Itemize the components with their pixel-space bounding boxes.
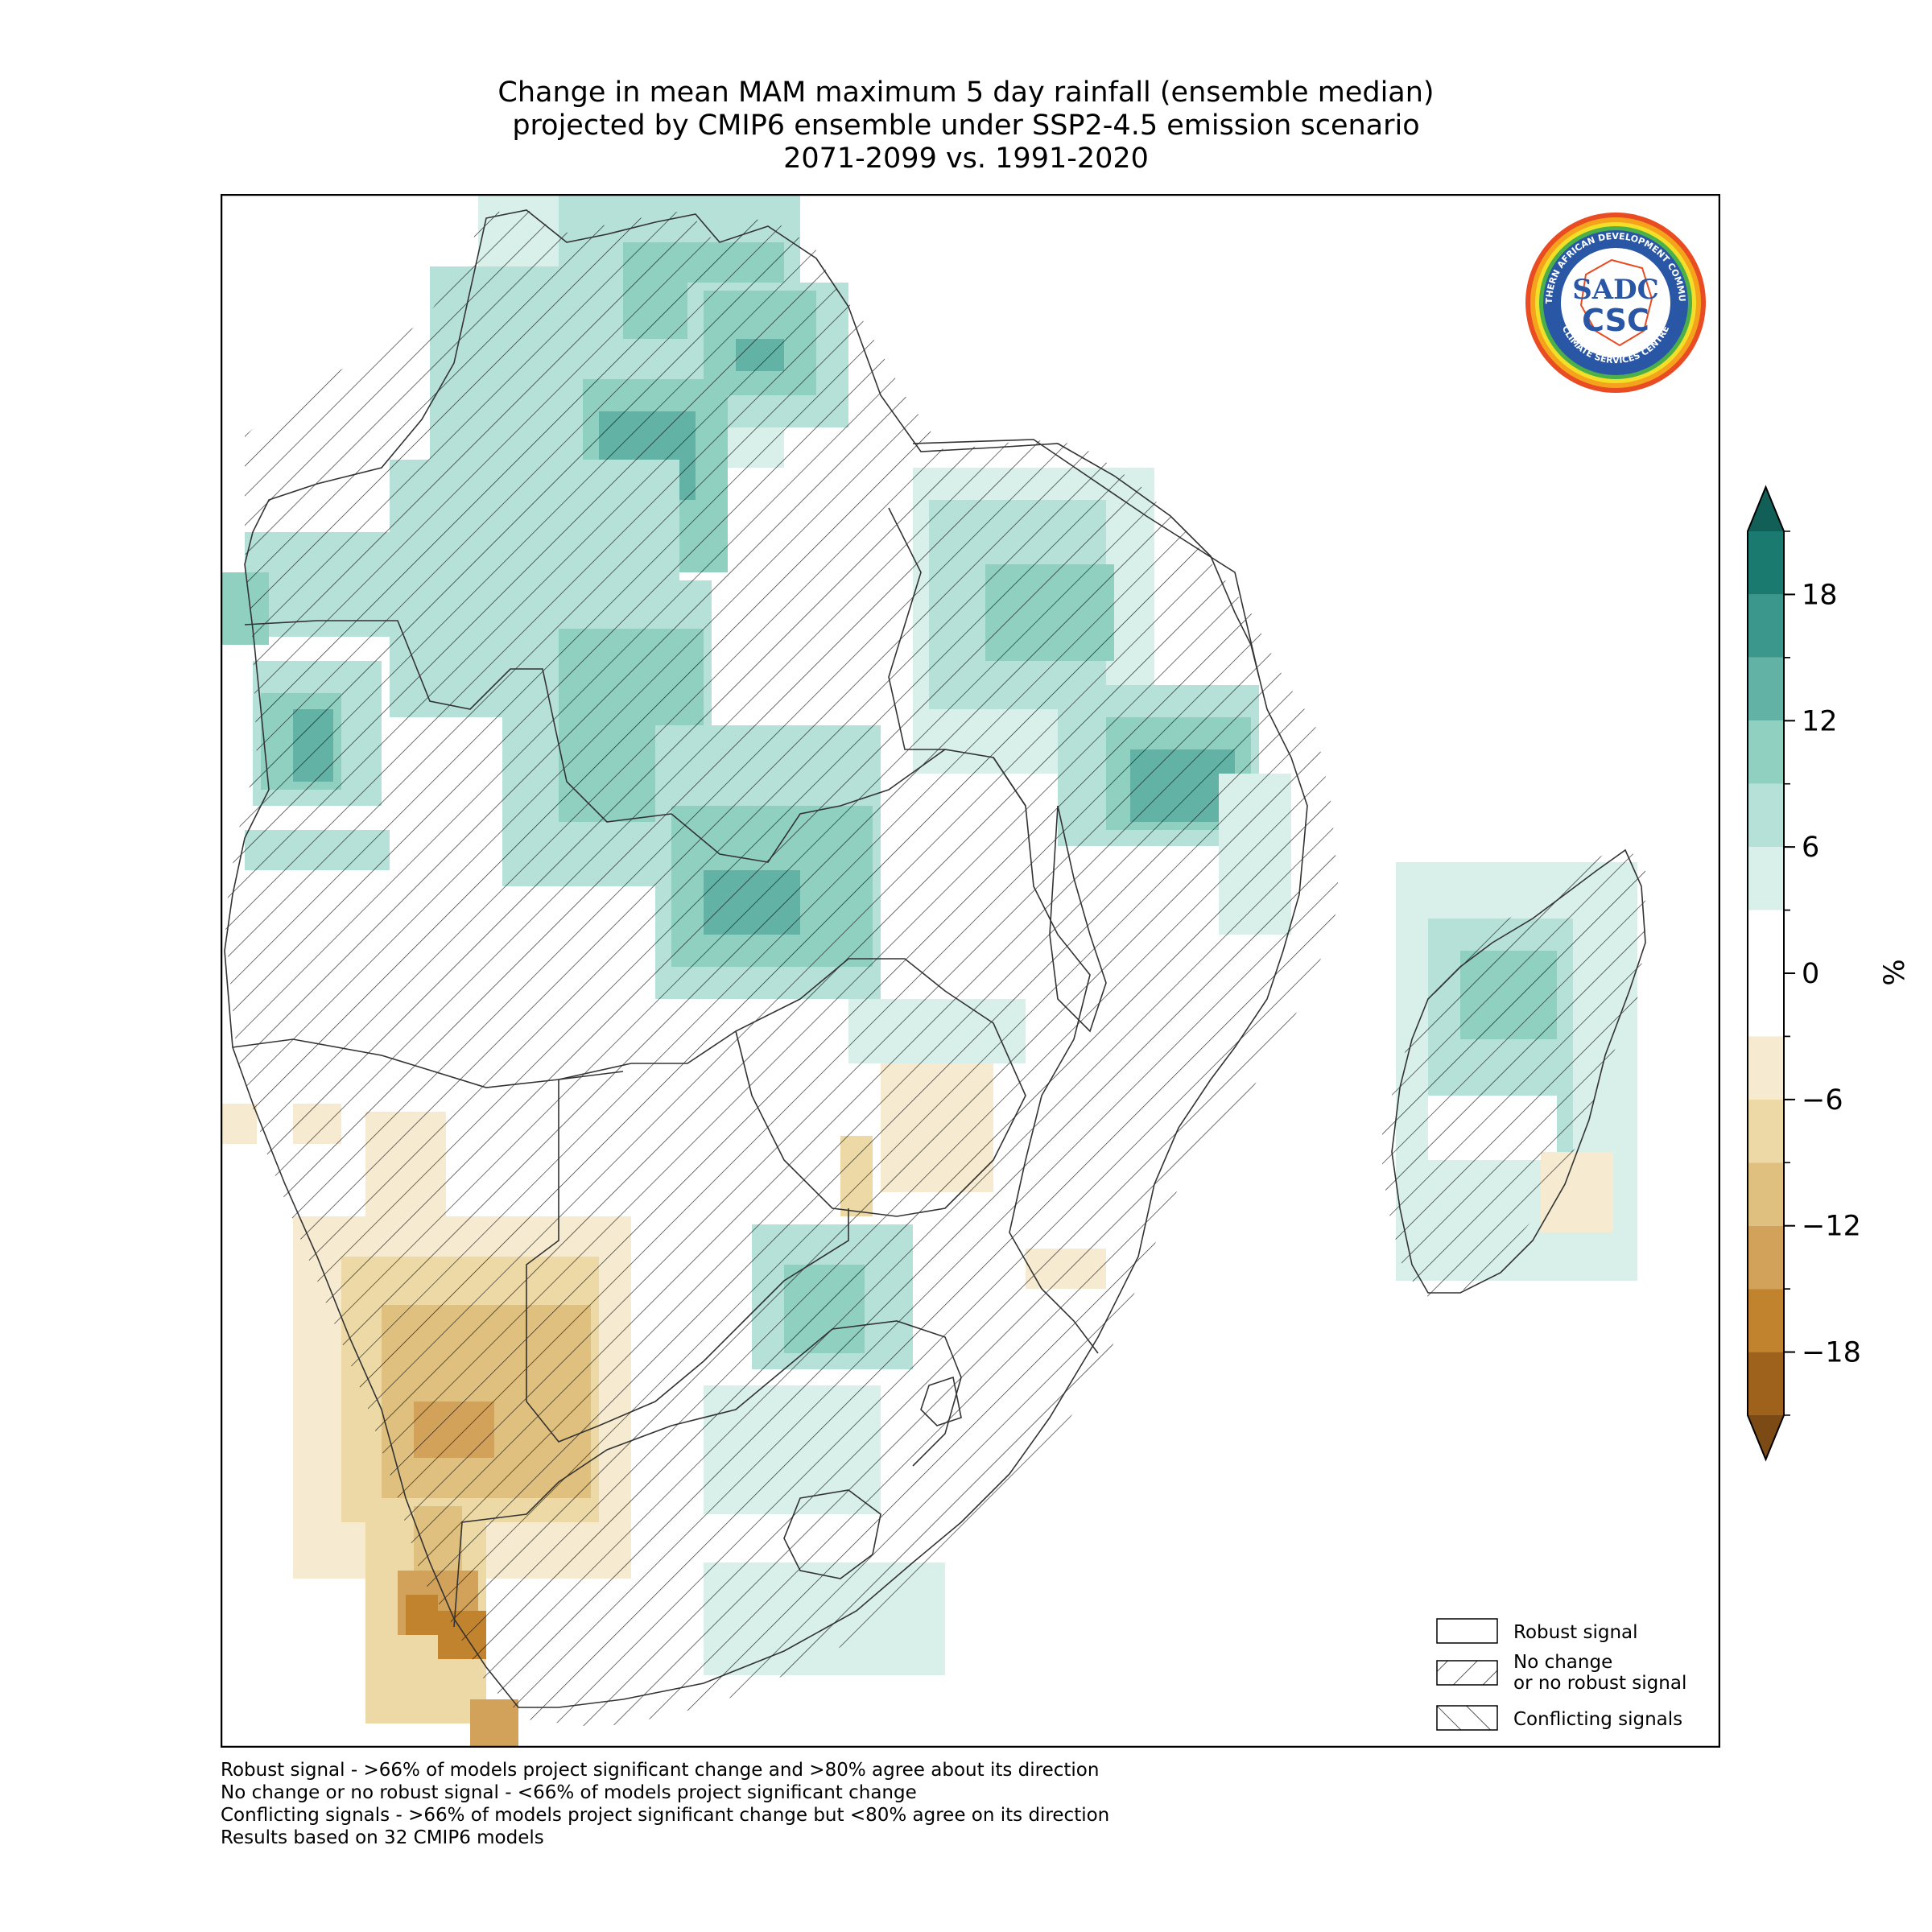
border-malawi — [1049, 805, 1107, 1033]
colorbar-tick-label: 18 — [1802, 579, 1838, 611]
colorbar-tick-label: −18 — [1802, 1337, 1861, 1369]
map-legend: Robust signal No change or no robust sig… — [1436, 1618, 1686, 1731]
colorbar-bin — [1748, 657, 1784, 721]
colorbar-bin — [1748, 783, 1784, 848]
legend-label-no-change-2: or no robust signal — [1513, 1673, 1686, 1694]
legend-swatch-robust — [1436, 1618, 1498, 1644]
colorbar-bin — [1748, 910, 1784, 1037]
footnotes: Robust signal - >66% of models project s… — [221, 1759, 1109, 1849]
hatching — [225, 208, 1645, 1728]
border-mozambique — [1009, 1038, 1099, 1354]
colorbar-tick-label: −6 — [1802, 1084, 1843, 1117]
colorbar-bin — [1748, 1036, 1784, 1100]
border-botswana — [526, 1080, 849, 1443]
colorbar-bin — [1748, 1162, 1784, 1226]
coastline-madagascar — [1391, 848, 1646, 1294]
footnote-no-change: No change or no robust signal - <66% of … — [221, 1782, 917, 1803]
border-drc-tanzania — [888, 507, 945, 750]
colorbar-bin — [1748, 594, 1784, 658]
border-zambia-malawi — [993, 757, 1091, 1040]
colorbar-bin — [1748, 531, 1784, 595]
colorbar-bin — [1748, 1352, 1784, 1415]
colorbar-tick-label: 6 — [1802, 832, 1819, 864]
border-zambia-drc — [671, 749, 1026, 863]
colorbar-unit-label: % — [1879, 959, 1911, 985]
border-zimbabwe — [735, 958, 1026, 1217]
colorbar-bin — [1748, 1099, 1784, 1163]
title-line-2: projected by CMIP6 ensemble under SSP2-4… — [512, 109, 1420, 142]
colorbar-bins — [1747, 485, 1785, 1462]
colorbar-tick-label: 12 — [1802, 705, 1838, 737]
colorbar-bin — [1748, 847, 1784, 910]
legend-label-robust: Robust signal — [1513, 1622, 1638, 1643]
legend-label-conflicting: Conflicting signals — [1513, 1709, 1682, 1730]
colorbar-extend-min — [1748, 1415, 1784, 1459]
colorbar-ticks: 18 12 6 0 −6 −12 −18 — [1784, 530, 1861, 1416]
colorbar-tick-label: 0 — [1802, 958, 1819, 990]
colorbar: 18 12 6 0 −6 −12 −18 % — [1747, 485, 1911, 1462]
colorbar-bin — [1748, 1225, 1784, 1290]
border-angola-drc — [244, 620, 672, 823]
legend-swatch-no-change — [1436, 1660, 1498, 1686]
coastline-mainland — [224, 209, 1308, 1708]
map-panel: Robust signal No change or no robust sig… — [221, 194, 1720, 1748]
country-borders — [224, 209, 1646, 1708]
legend-swatch-conflicting — [1436, 1705, 1498, 1731]
colorbar-extend-max — [1748, 487, 1784, 531]
footnote-robust: Robust signal - >66% of models project s… — [221, 1760, 1100, 1781]
border-lesotho — [783, 1489, 881, 1579]
colorbar-tick-label: −12 — [1802, 1211, 1861, 1243]
logo-mark-csc: CSC — [1582, 303, 1649, 338]
title-line-1: Change in mean MAM maximum 5 day rainfal… — [497, 76, 1435, 109]
sadc-csc-logo: SOUTHERN AFRICAN DEVELOPMENT COMMUNITY C… — [1523, 210, 1706, 393]
border-tanzania — [912, 439, 1260, 678]
colorbar-bin — [1748, 720, 1784, 784]
border-namibia-botswana — [558, 1030, 737, 1080]
footnote-conflicting: Conflicting signals - >66% of models pro… — [221, 1805, 1110, 1826]
border-angola-namibia — [232, 1038, 624, 1088]
logo-mark-sadc: SADC — [1572, 274, 1658, 306]
map-title: Change in mean MAM maximum 5 day rainfal… — [0, 76, 1932, 175]
map-border — [221, 194, 1720, 1748]
border-south-africa — [453, 1320, 962, 1628]
legend-label-no-change-1: No change — [1513, 1652, 1612, 1673]
footnote-models: Results based on 32 CMIP6 models — [221, 1827, 544, 1848]
title-line-3: 2071-2099 vs. 1991-2020 — [783, 142, 1149, 175]
border-eswatini — [920, 1376, 962, 1426]
colorbar-bin — [1748, 1289, 1784, 1352]
